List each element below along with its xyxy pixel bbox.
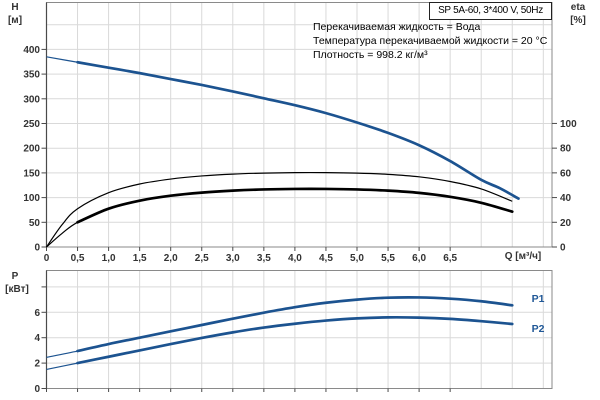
q-axis-unit: Q [м³/ч] (504, 251, 542, 262)
eta-axis-unit: [%] (570, 15, 586, 26)
info-line-temperature: Температура перекачиваемой жидкости = 20… (313, 35, 548, 47)
pump-info-block: Перекачиваемая жидкость = Вода Температу… (313, 20, 547, 62)
eta-tick-label: 0 (560, 243, 566, 254)
h-tick-label: 300 (23, 94, 40, 105)
q-tick-label: 5,5 (381, 253, 395, 264)
q-tick-label: 6,0 (412, 253, 426, 264)
q-tick-label: 4,0 (288, 253, 302, 264)
eta-pump-curve (46, 171, 513, 248)
q-tick-label: 2,0 (164, 253, 178, 264)
q-tick-label: 5,0 (350, 253, 364, 264)
bottom-chart-frame (46, 270, 553, 389)
h-tick-label: 350 (23, 70, 40, 81)
h-tick-label: 150 (23, 168, 40, 179)
p-tick-label: 2 (34, 359, 40, 370)
head-curve (46, 56, 519, 200)
h-tick-label: 200 (23, 144, 40, 155)
p-axis-label: P (11, 271, 19, 282)
eta-total-curve-duty-range (76, 187, 514, 224)
p2-curve-label: P2 (531, 323, 545, 335)
eta-tick-label: 60 (560, 168, 572, 179)
q-tick-label: 2,5 (195, 253, 209, 264)
h-tick-label: 0 (34, 243, 40, 254)
p1-curve (46, 296, 513, 358)
q-tick-label: 1,0 (102, 253, 116, 264)
p1-curve-duty-range (76, 296, 514, 353)
p-tick-label: 4 (34, 333, 40, 344)
p-tick-label: 0 (34, 384, 40, 395)
pump-title-box: SP 5A-60, 3*400 V, 50Hz (429, 2, 552, 20)
h-tick-label: 50 (29, 218, 41, 229)
info-line-liquid: Перекачиваемая жидкость = Вода (313, 21, 481, 33)
h-axis-unit: [м] (7, 15, 23, 26)
q-tick-label: 6,5 (443, 253, 457, 264)
p2-curve-duty-range (76, 315, 514, 365)
h-tick-label: 400 (23, 45, 40, 56)
eta-tick-label: 40 (560, 193, 572, 204)
head-curve-duty-range (76, 60, 520, 200)
eta-tick-label: 20 (560, 218, 572, 229)
q-tick-label: 1,5 (133, 253, 147, 264)
q-tick-label: 3,5 (257, 253, 271, 264)
q-tick-label: 0,5 (71, 253, 85, 264)
h-tick-label: 250 (23, 119, 40, 130)
q-tick-label: 3,0 (226, 253, 240, 264)
eta-tick-label: 80 (560, 144, 572, 155)
p-axis-unit: [кВт] (5, 284, 29, 295)
h-axis-label: H (11, 2, 19, 13)
eta-tick-label: 100 (560, 119, 577, 130)
q-tick-label: 4,5 (319, 253, 333, 264)
info-line-density: Плотность = 998.2 кг/м³ (313, 49, 428, 61)
h-tick-label: 100 (23, 193, 40, 204)
p1-curve-label: P1 (531, 293, 545, 305)
p-tick-label: 6 (34, 308, 40, 319)
eta-axis-label: eta (570, 2, 586, 13)
q-tick-label: 0 (44, 253, 50, 264)
